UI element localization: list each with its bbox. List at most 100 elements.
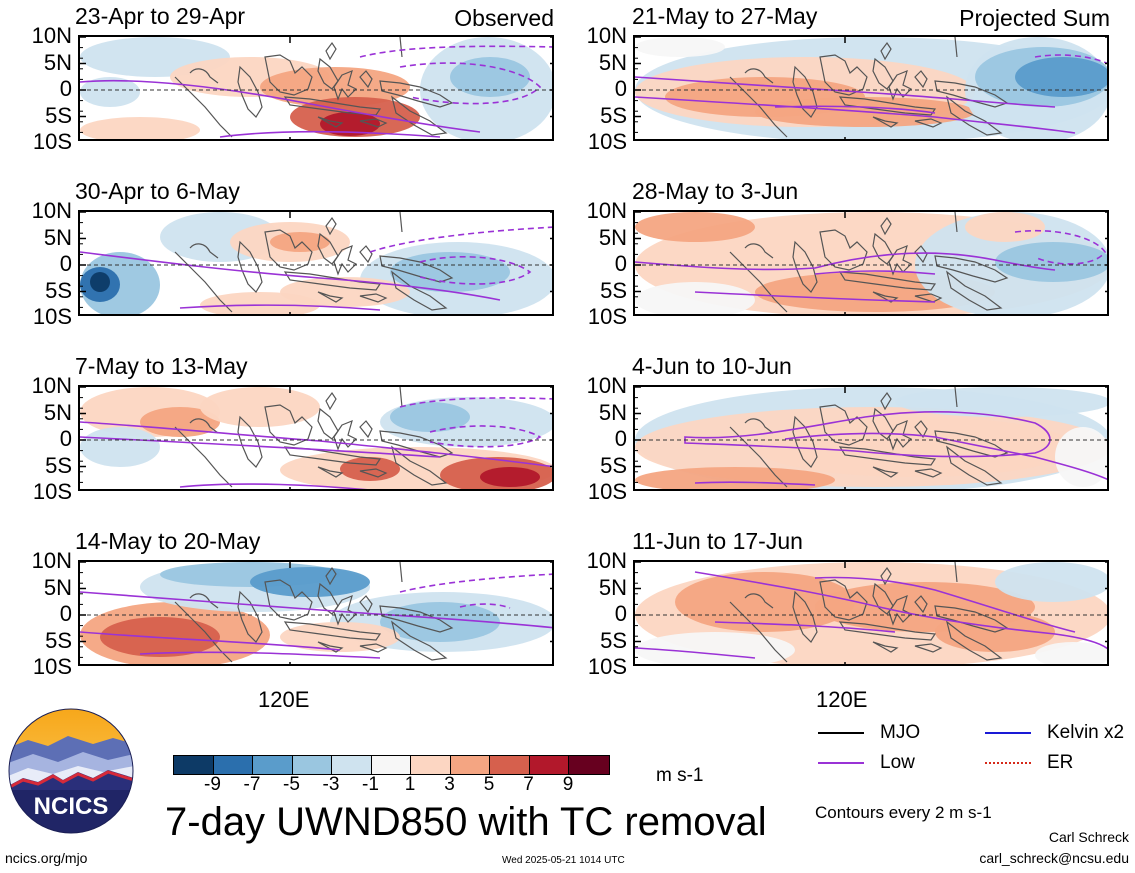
y-tick-label: 5S — [600, 452, 627, 478]
map-svg — [80, 37, 552, 139]
x-axis-label-left: 120E — [258, 687, 310, 712]
colorbar-swatch — [450, 756, 490, 774]
y-tick-label: 5N — [598, 574, 627, 600]
y-tick-label: 5N — [43, 574, 72, 600]
colorbar-tick-label: -3 — [322, 774, 340, 795]
y-tick-label: 10N — [586, 548, 627, 573]
panel-title: 11-Jun to 17-Jun — [632, 528, 803, 554]
y-tick-label: 5N — [598, 399, 627, 425]
legend-item-low: Low — [818, 751, 915, 775]
panel-title: 21-May to 27-May — [632, 3, 818, 29]
y-tick-label: 5S — [600, 277, 627, 303]
colorbar-swatch — [529, 756, 569, 774]
axis-ticks — [80, 212, 552, 314]
colorbar-tick-label: 7 — [523, 774, 534, 795]
ncics-logo: NCICS — [8, 708, 134, 834]
panel-corner-label: Projected Sum — [959, 5, 1110, 31]
map-plot — [78, 560, 554, 666]
site-link[interactable]: ncics.org/mjo — [5, 850, 88, 866]
legend-label-kelvin: Kelvin x2 — [1047, 722, 1125, 743]
y-tick-label: 10N — [586, 23, 627, 48]
colorbar-tick-label: -9 — [204, 774, 221, 795]
colorbar-swatch — [253, 756, 293, 774]
map-svg — [635, 562, 1107, 664]
y-tick-label: 5S — [45, 627, 72, 653]
colorbar-swatch — [332, 756, 372, 774]
colorbar-swatch — [371, 756, 411, 774]
colorbar-tick-label: 9 — [562, 774, 574, 795]
y-tick-label: 10S — [587, 129, 627, 154]
legend-label-low: Low — [880, 752, 915, 773]
y-tick-label: 10N — [31, 548, 72, 573]
y-tick-label: 0 — [59, 76, 72, 101]
contours — [80, 397, 552, 489]
map-plot — [633, 210, 1109, 316]
y-tick-label: 5S — [45, 277, 72, 303]
y-tick-label: 10S — [32, 304, 72, 329]
axis-ticks — [80, 387, 552, 489]
map-svg — [635, 387, 1107, 489]
coastlines — [174, 37, 454, 138]
wind-shading — [635, 562, 1107, 664]
panel-title: 28-May to 3-Jun — [632, 178, 799, 204]
y-tick-label: 10S — [32, 654, 72, 679]
panel-title: 30-Apr to 6-May — [75, 178, 240, 204]
y-tick-label: 0 — [59, 251, 72, 276]
colorbar-swatch — [174, 756, 214, 774]
y-tick-label: 10S — [32, 129, 72, 154]
axis-ticks — [80, 37, 552, 139]
colorbar-swatch — [490, 756, 530, 774]
y-tick-label: 5N — [43, 49, 72, 75]
colorbar-swatch — [292, 756, 332, 774]
panel-corner-label: Observed — [454, 5, 554, 31]
wind-shading — [80, 37, 552, 139]
legend-label-er: ER — [1047, 752, 1074, 773]
contours — [635, 571, 1107, 659]
legend-swatch-er — [985, 762, 1031, 764]
map-svg — [80, 387, 552, 489]
axis-ticks — [635, 562, 1107, 664]
y-tick-label: 5S — [600, 102, 627, 128]
y-tick-label: 10N — [586, 373, 627, 398]
contours — [80, 45, 552, 138]
panel-title: 23-Apr to 29-Apr — [75, 3, 246, 29]
legend-swatch-low — [818, 762, 864, 764]
colorbar-tick-label: -7 — [243, 774, 261, 795]
coastlines — [174, 212, 454, 313]
y-tick-label: 10S — [587, 479, 627, 504]
legend-label-mjo: MJO — [880, 722, 921, 743]
y-tick-label: 10S — [587, 654, 627, 679]
map-plot — [633, 385, 1109, 491]
y-tick-label: 0 — [614, 251, 627, 276]
y-tick-label: 10N — [31, 23, 72, 48]
map-svg — [80, 562, 552, 664]
colorbar-tick-label: -1 — [362, 774, 379, 795]
wind-shading — [635, 387, 1107, 489]
wind-shading — [80, 562, 552, 664]
colorbar-units: m s-1 — [656, 765, 704, 786]
map-plot — [78, 385, 554, 491]
y-tick-label: 10S — [587, 304, 627, 329]
legend-swatch-kelvin — [985, 732, 1031, 734]
axis-ticks — [80, 562, 552, 664]
contours — [635, 229, 1106, 303]
colorbar-swatch — [569, 756, 609, 774]
legend-item-er: ER — [985, 751, 1073, 775]
colorbar-swatch — [411, 756, 451, 774]
legend-item-kelvin: Kelvin x2 — [985, 721, 1124, 745]
colorbar-swatch — [213, 756, 253, 774]
coastlines — [174, 387, 454, 488]
axis-ticks — [635, 37, 1107, 139]
author-email: carl_schreck@ncsu.edu — [979, 850, 1129, 866]
y-tick-label: 5N — [43, 224, 72, 250]
y-tick-label: 0 — [59, 426, 72, 451]
map-plot — [78, 210, 554, 316]
coastlines — [729, 562, 1009, 663]
y-tick-label: 0 — [614, 601, 627, 626]
timestamp: Wed 2025-05-21 1014 UTC — [502, 855, 625, 866]
map-plot — [78, 35, 554, 141]
y-tick-label: 5N — [598, 49, 627, 75]
map-svg — [80, 212, 552, 314]
y-tick-label: 5S — [45, 452, 72, 478]
colorbar — [173, 755, 610, 775]
